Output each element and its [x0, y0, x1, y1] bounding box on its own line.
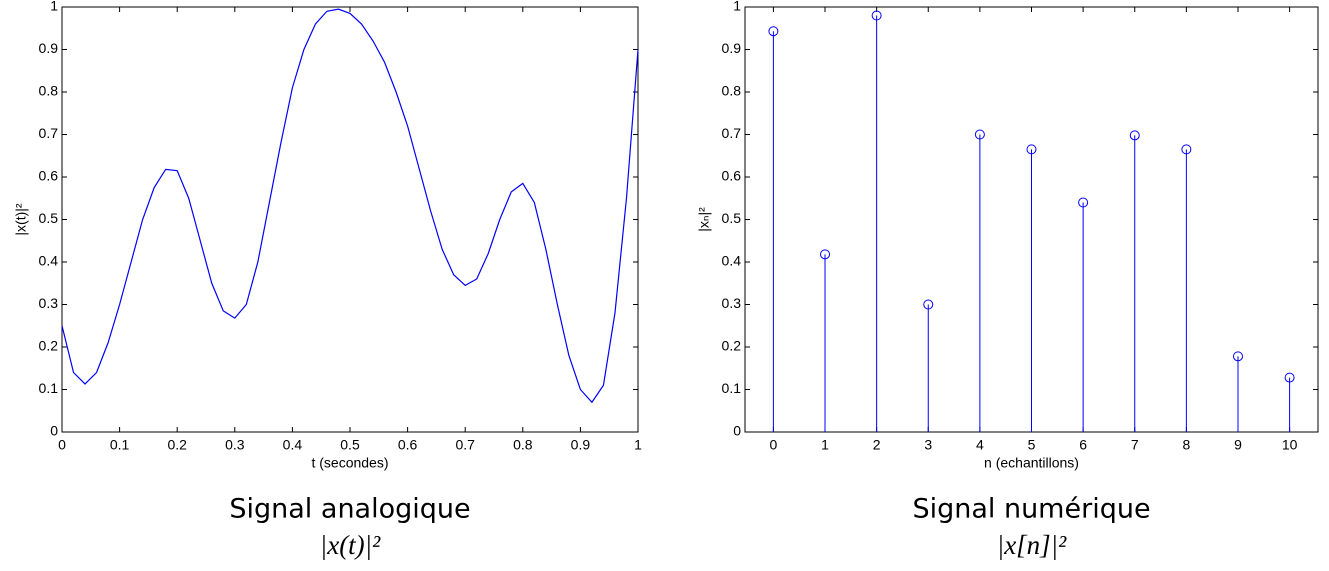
y-tick-label: 0.9 — [722, 40, 742, 56]
x-axis-label: n (echantillons) — [984, 455, 1079, 471]
x-tick-label: 8 — [1182, 437, 1190, 453]
caption-formula: |x(t)|² — [320, 530, 381, 560]
stem-marker — [871, 10, 882, 21]
stem-marker — [923, 299, 934, 310]
x-tick-label: 0.6 — [398, 437, 418, 453]
stem-marker — [820, 249, 831, 260]
stem-marker — [1129, 130, 1140, 141]
y-tick-label: 0.4 — [39, 253, 59, 269]
y-tick-label: 0.3 — [722, 295, 742, 311]
y-tick-label: 0.7 — [722, 125, 742, 141]
caption-formula: |x[n]|² — [997, 530, 1067, 560]
y-tick-label: 1 — [50, 0, 58, 14]
plot-frame — [61, 6, 639, 433]
y-tick-label: 0.2 — [722, 338, 742, 354]
stem-marker — [974, 129, 985, 140]
x-tick-label: 7 — [1131, 437, 1139, 453]
y-axis-label: |x(t)|² — [13, 203, 29, 235]
signal-line — [61, 8, 639, 404]
x-tick-label: 0.4 — [283, 437, 303, 453]
y-tick-label: 1 — [733, 0, 741, 14]
y-tick-label: 0.9 — [39, 40, 59, 56]
y-tick-label: 0.2 — [39, 338, 59, 354]
x-tick-label: 0 — [769, 437, 777, 453]
chart: 0 1 2 3 4 5 6 7 8 9 10 0 0.1 0.2 0.3 0.4 0.5 0.6 0.7 0.8 0.9… — [696, 0, 1319, 560]
x-tick-label: 9 — [1234, 437, 1242, 453]
x-tick-label: 4 — [976, 437, 984, 453]
y-tick-label: 0.4 — [722, 253, 742, 269]
y-tick-label: 0.7 — [39, 125, 59, 141]
x-tick-label: 0.3 — [225, 437, 245, 453]
x-tick-label: 0.7 — [455, 437, 475, 453]
x-tick-label: 0.2 — [167, 437, 187, 453]
x-tick-label: 1 — [821, 437, 829, 453]
x-tick-label: 0.1 — [110, 437, 130, 453]
x-tick-label: 10 — [1282, 437, 1298, 453]
y-tick-label: 0.6 — [39, 168, 59, 184]
caption: Signal numérique — [912, 494, 1150, 525]
x-tick-label: 0.9 — [571, 437, 591, 453]
stem-marker — [768, 26, 779, 37]
y-tick-label: 0.1 — [722, 380, 742, 396]
y-tick-label: 0.6 — [722, 168, 742, 184]
y-tick-label: 0.8 — [722, 83, 742, 99]
x-tick-label: 0.8 — [513, 437, 533, 453]
caption: Signal analogique — [229, 494, 470, 525]
y-tick-label: 0.8 — [39, 83, 59, 99]
y-tick-label: 0.3 — [39, 295, 59, 311]
x-tick-label: 1 — [634, 437, 642, 453]
x-tick-label: 0.5 — [340, 437, 360, 453]
y-tick-label: 0.5 — [39, 210, 59, 226]
x-axis-label: t (secondes) — [311, 455, 388, 471]
chart: 0 0.1 0.2 0.3 0.4 0.5 0.6 0.7 0.8 0.9 1 0 0.1 0.2 0.3 0… — [13, 0, 642, 560]
stem-marker — [1284, 372, 1295, 383]
stem-marker — [1078, 197, 1089, 208]
x-tick-label: 6 — [1079, 437, 1087, 453]
stem-marker — [1026, 144, 1037, 155]
x-tick-label: 3 — [924, 437, 932, 453]
y-tick-label: 0 — [50, 423, 58, 439]
y-tick-label: 0.5 — [722, 210, 742, 226]
y-axis-label: |xₙ|² — [696, 207, 712, 232]
y-tick-label: 0 — [733, 423, 741, 439]
x-tick-label: 2 — [873, 437, 881, 453]
y-tick-label: 0.1 — [39, 380, 59, 396]
x-tick-label: 5 — [1028, 437, 1036, 453]
x-tick-label: 0 — [58, 437, 66, 453]
stem-marker — [1181, 144, 1192, 155]
stem-marker — [1232, 351, 1243, 362]
